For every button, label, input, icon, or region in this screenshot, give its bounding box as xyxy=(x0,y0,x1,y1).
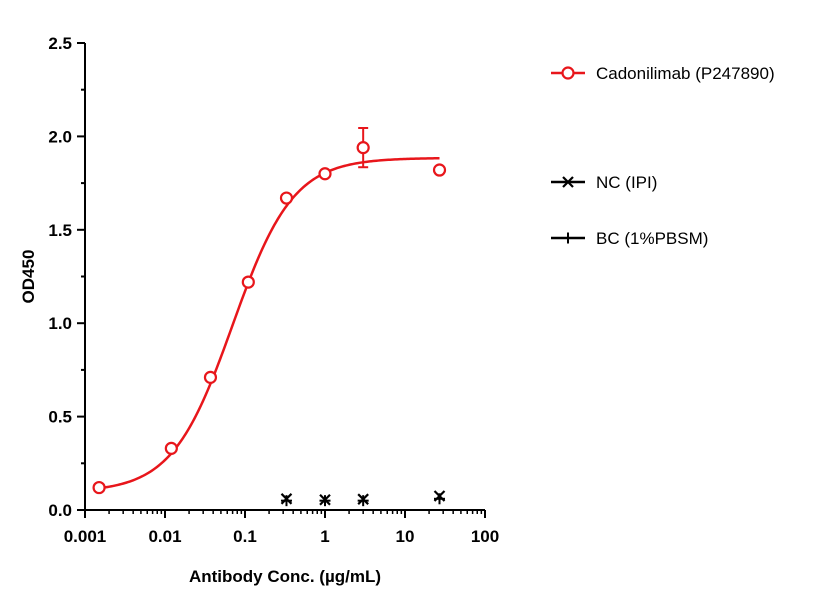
legend-label: NC (IPI) xyxy=(596,173,657,192)
x-tick-label: 0.01 xyxy=(148,527,181,546)
legend-label: Cadonilimab (P247890) xyxy=(596,64,775,83)
point-cadonilimab-p247890 xyxy=(279,191,294,205)
x-tick-label: 1 xyxy=(320,527,329,546)
legend-item-cadonilimab-p247890: Cadonilimab (P247890) xyxy=(551,64,775,83)
point-bc-1-pbsm xyxy=(280,495,292,507)
point-cadonilimab-p247890 xyxy=(318,167,332,181)
point-cadonilimab-p247890 xyxy=(356,141,370,155)
y-tick-label: 1.5 xyxy=(48,221,72,240)
fit-curve-cadonilimab xyxy=(98,156,440,490)
legend-marker xyxy=(562,232,574,244)
y-tick-label: 2.5 xyxy=(48,34,72,53)
point-cadonilimab-p247890 xyxy=(164,441,178,455)
legend-item-nc-ipi: NC (IPI) xyxy=(551,173,657,192)
legend-marker xyxy=(561,66,575,80)
y-tick-label: 2.0 xyxy=(48,127,72,146)
point-cadonilimab-p247890 xyxy=(92,480,106,495)
point-nc-ipi xyxy=(280,493,293,505)
y-tick-label: 0.5 xyxy=(48,408,72,427)
data-marks xyxy=(92,126,447,507)
x-tick-label: 100 xyxy=(471,527,499,546)
point-cadonilimab-p247890 xyxy=(241,275,255,289)
point-cadonilimab-p247890 xyxy=(203,370,218,384)
axes: 0.0 0.5 1.0 1.5 2.0 2.5 0.001 0.01 0.1 1 10 100 xyxy=(48,34,499,546)
point-cadonilimab-p247890 xyxy=(432,163,447,177)
legend-label: BC (1%PBSM) xyxy=(596,229,708,248)
legend: Cadonilimab (P247890) NC (IPI) BC (1%PBSM) xyxy=(551,64,775,248)
x-tick-label: 0.1 xyxy=(233,527,257,546)
y-tick-label: 1.0 xyxy=(48,314,72,333)
point-nc-ipi xyxy=(319,493,331,506)
x-tick-label: 0.001 xyxy=(64,527,107,546)
x-axis-title: Antibody Conc. (µg/mL) xyxy=(189,567,381,586)
legend-marker xyxy=(562,176,574,188)
x-tick-label: 10 xyxy=(396,527,415,546)
fit-curves xyxy=(98,156,440,490)
point-nc-ipi xyxy=(433,490,446,502)
point-nc-ipi xyxy=(357,493,369,505)
y-tick-label: 0.0 xyxy=(48,501,72,520)
y-axis-title: OD450 xyxy=(19,250,38,304)
legend-item-bc-1-pbsm: BC (1%PBSM) xyxy=(551,229,708,248)
